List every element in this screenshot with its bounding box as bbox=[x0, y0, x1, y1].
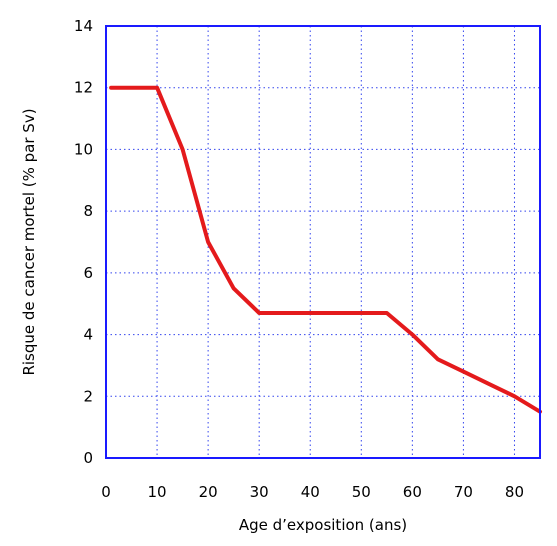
series-line bbox=[109, 85, 542, 414]
x-tick-label: 20 bbox=[199, 483, 218, 501]
x-axis-label: Age d’exposition (ans) bbox=[239, 516, 407, 534]
x-tick-label: 50 bbox=[352, 483, 371, 501]
series-layer bbox=[109, 85, 542, 414]
y-tick-label: 0 bbox=[83, 449, 93, 467]
plot-frame bbox=[105, 25, 541, 459]
y-tick-label: 6 bbox=[83, 264, 93, 282]
x-tick-label: 70 bbox=[454, 483, 473, 501]
y-axis-ticks: 0 2 4 6 8 10 12 14 bbox=[74, 17, 93, 467]
y-tick-label: 8 bbox=[83, 202, 93, 220]
x-tick-label: 0 bbox=[101, 483, 111, 501]
x-tick-label: 10 bbox=[148, 483, 167, 501]
y-tick-label: 14 bbox=[74, 17, 93, 35]
y-tick-label: 12 bbox=[74, 79, 93, 97]
y-tick-label: 4 bbox=[83, 326, 93, 344]
x-tick-label: 30 bbox=[250, 483, 269, 501]
x-tick-label: 80 bbox=[505, 483, 524, 501]
y-tick-label: 2 bbox=[83, 387, 93, 405]
x-tick-label: 60 bbox=[403, 483, 422, 501]
y-tick-label: 10 bbox=[74, 140, 93, 158]
grid-lines bbox=[106, 26, 540, 458]
x-axis-ticks: 0 10 20 30 40 50 60 70 80 bbox=[101, 483, 524, 501]
x-tick-label: 40 bbox=[301, 483, 320, 501]
y-axis-label: Risque de cancer mortel (% par Sv) bbox=[20, 108, 38, 375]
